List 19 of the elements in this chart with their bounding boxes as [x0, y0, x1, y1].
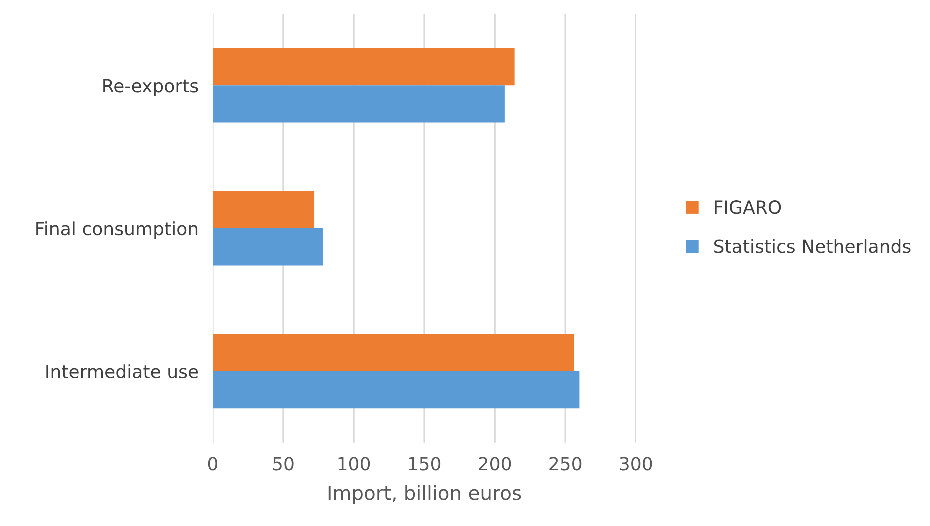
bar [212, 334, 574, 372]
x-tick-label: 200 [479, 457, 512, 471]
x-axis-title: Import, billion euros [328, 485, 522, 504]
y-tick-label: Final consumption [36, 222, 198, 240]
bar [212, 86, 505, 123]
legend-label: Statistics Netherlands [714, 239, 911, 254]
y-tick-label: Re-exports [104, 79, 198, 96]
x-tick-label: 300 [620, 457, 652, 471]
x-tick-label: 250 [550, 457, 582, 471]
bar [212, 48, 515, 86]
bar [212, 228, 323, 266]
y-tick-label: Intermediate use [46, 364, 198, 379]
bar [212, 191, 315, 229]
x-tick-label: 0 [208, 457, 218, 471]
legend-label: FIGARO [715, 200, 782, 214]
x-tick-label: 100 [338, 457, 370, 471]
x-tick-label: 50 [273, 457, 294, 471]
x-tick-label: 150 [409, 457, 441, 471]
bar [212, 371, 580, 409]
